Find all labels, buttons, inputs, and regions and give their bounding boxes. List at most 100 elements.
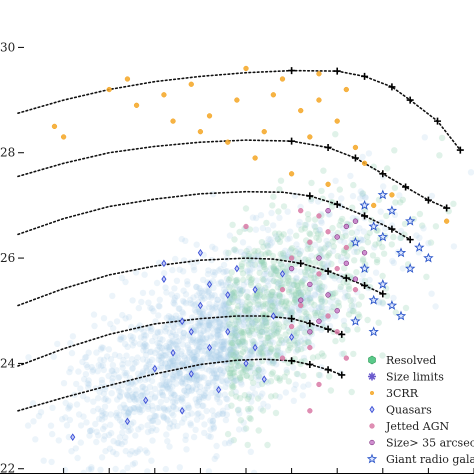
density-hex <box>264 334 272 341</box>
density-hex <box>428 192 436 200</box>
density-hex <box>124 343 131 350</box>
density-hex <box>287 344 294 351</box>
density-hex <box>165 313 172 320</box>
density-hex <box>242 205 250 212</box>
density-hex <box>168 375 176 383</box>
density-hex <box>218 371 226 379</box>
density-hex <box>205 319 212 327</box>
density-hex <box>239 338 246 345</box>
density-hex <box>332 289 339 297</box>
density-hex <box>245 294 252 301</box>
density-hex <box>268 239 276 246</box>
density-hex <box>163 415 170 422</box>
density-hex <box>230 383 237 390</box>
density-hex <box>231 326 238 333</box>
density-hex <box>105 431 113 439</box>
density-hex <box>90 407 97 415</box>
density-hex <box>160 414 168 421</box>
density-hex <box>263 349 270 356</box>
density-hex <box>248 275 256 283</box>
density-hex <box>193 241 200 248</box>
density-hex <box>214 352 221 359</box>
density-hex <box>197 331 204 339</box>
density-hex <box>303 315 310 323</box>
density-hex <box>221 319 228 326</box>
density-hex <box>280 350 287 357</box>
density-hex <box>270 308 278 315</box>
density-hex <box>237 322 244 329</box>
density-hex <box>237 376 244 383</box>
density-hex <box>147 304 154 312</box>
density-hex <box>243 372 250 379</box>
density-hex <box>191 355 198 363</box>
density-hex <box>227 346 234 353</box>
density-hex <box>195 320 202 327</box>
density-hex <box>245 407 253 415</box>
density-hex <box>275 311 283 318</box>
density-hex <box>118 419 126 426</box>
density-hex <box>269 321 277 329</box>
density-hex <box>166 379 173 386</box>
density-hex <box>281 373 288 380</box>
density-hex <box>347 242 354 249</box>
density-hex <box>152 318 159 325</box>
density-hex <box>216 304 223 311</box>
density-hex <box>357 188 364 195</box>
density-hex <box>139 388 146 395</box>
density-hex <box>229 291 236 298</box>
density-hex <box>288 292 295 299</box>
density-hex <box>175 357 182 364</box>
density-hex <box>280 203 288 210</box>
density-hex <box>259 407 267 414</box>
density-hex <box>40 457 47 464</box>
density-hex <box>330 290 337 297</box>
density-hex <box>131 397 139 404</box>
density-hex <box>235 287 242 294</box>
density-hex <box>197 318 204 326</box>
density-hex <box>171 399 179 406</box>
density-hex <box>220 292 227 300</box>
density-hex <box>261 345 269 352</box>
density-hex <box>162 381 170 388</box>
density-hex <box>265 282 272 289</box>
density-hex <box>379 272 386 280</box>
density-hex <box>206 311 213 318</box>
density-hex <box>194 376 201 383</box>
density-hex <box>173 333 180 341</box>
density-hex <box>254 247 262 255</box>
density-hex <box>339 234 346 241</box>
density-hex <box>232 388 239 396</box>
density-hex <box>237 342 244 349</box>
density-hex <box>345 311 353 318</box>
density-hex <box>229 339 236 347</box>
density-hex <box>350 350 357 358</box>
data-point <box>307 134 313 140</box>
density-hex <box>224 350 231 357</box>
density-hex <box>248 352 256 359</box>
density-hex <box>326 250 333 257</box>
density-hex <box>180 375 187 382</box>
density-hex <box>263 319 270 326</box>
density-hex <box>280 339 288 346</box>
density-hex <box>165 365 172 372</box>
density-hex <box>234 294 241 301</box>
density-hex <box>201 295 208 302</box>
density-hex <box>173 362 180 369</box>
density-hex <box>222 383 229 391</box>
density-hex <box>249 265 256 272</box>
density-hex <box>49 404 56 411</box>
density-hex <box>257 348 264 356</box>
density-hex <box>270 193 277 200</box>
density-hex <box>178 348 185 355</box>
density-hex <box>127 406 134 413</box>
density-hex <box>87 427 94 435</box>
density-hex <box>271 320 278 327</box>
density-hex <box>391 184 399 192</box>
density-hex <box>247 323 255 330</box>
track-cross-marker <box>338 371 346 379</box>
density-hex <box>167 340 174 347</box>
density-hex <box>260 320 267 327</box>
density-hex <box>167 420 174 427</box>
density-hex <box>312 312 320 319</box>
density-hex <box>323 253 330 260</box>
